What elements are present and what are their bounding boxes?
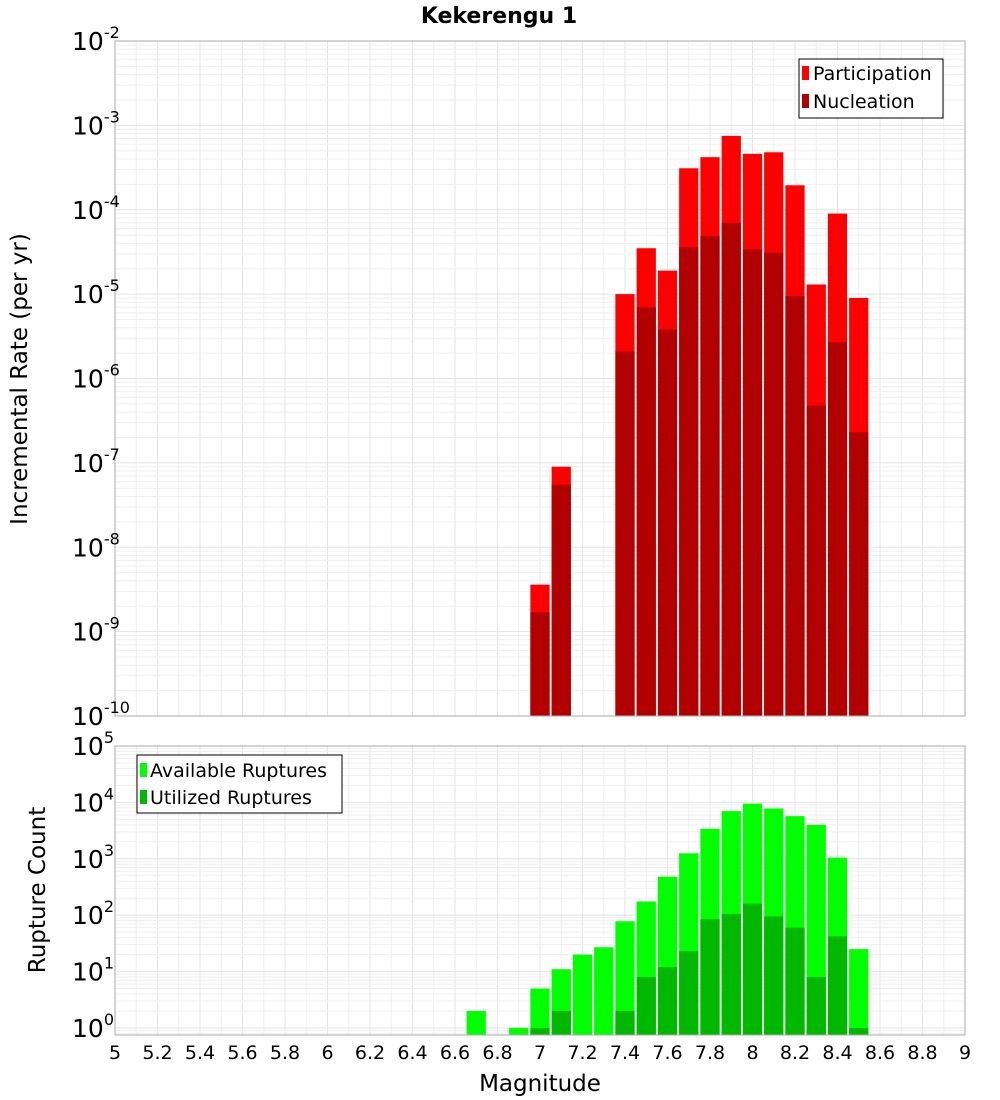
bar-nucleation bbox=[700, 235, 720, 716]
bar-utilized-ruptures bbox=[742, 903, 763, 1035]
top-chart-frame bbox=[114, 40, 966, 717]
y-tick-label: 10-9 bbox=[72, 614, 120, 647]
bar-utilized-ruptures bbox=[785, 927, 805, 1035]
bottom-chart-frame bbox=[114, 745, 966, 1036]
legend-swatch-nucleation bbox=[802, 94, 809, 108]
bar-utilized-ruptures bbox=[636, 977, 656, 1035]
y-tick-label: 105 bbox=[72, 728, 114, 761]
x-tick-label: 7.4 bbox=[610, 1042, 640, 1064]
top-chart: Kekerengu 1 10-10 10-9 10-8 10-7 10-6 10-5 10-… bbox=[7, 4, 966, 731]
bar-nucleation bbox=[806, 405, 826, 716]
bottom-legend-box bbox=[136, 754, 343, 814]
bar-nucleation bbox=[530, 612, 550, 716]
bottom-chart-bars bbox=[466, 803, 869, 1035]
bar-nucleation bbox=[679, 247, 699, 716]
y-tick-label: 104 bbox=[72, 784, 114, 817]
x-tick-label: 6.4 bbox=[397, 1042, 427, 1064]
bar-available-ruptures bbox=[849, 949, 869, 1035]
y-tick-label: 102 bbox=[72, 897, 114, 930]
x-tick-label: 9 bbox=[959, 1042, 971, 1064]
bar-utilized-ruptures bbox=[530, 1027, 550, 1035]
y-tick-label: 10-8 bbox=[72, 529, 120, 562]
legend-label-utilized-ruptures: Utilized Ruptures bbox=[150, 787, 312, 809]
bar-utilized-ruptures bbox=[679, 951, 699, 1035]
bar-utilized-ruptures bbox=[849, 1027, 869, 1035]
y-tick-label: 100 bbox=[72, 1010, 114, 1043]
bar-utilized-ruptures bbox=[657, 967, 678, 1035]
legend-label-available-ruptures: Available Ruptures bbox=[150, 760, 327, 782]
legend-swatch-utilized-ruptures bbox=[140, 790, 147, 804]
bar-available-ruptures bbox=[572, 954, 593, 1035]
bar-utilized-ruptures bbox=[551, 1010, 571, 1035]
x-tick-label: 8 bbox=[746, 1042, 758, 1064]
bar-utilized-ruptures bbox=[827, 936, 848, 1035]
y-tick-label: 10-4 bbox=[72, 192, 120, 225]
bar-available-ruptures bbox=[530, 988, 550, 1035]
top-legend-box bbox=[798, 58, 944, 119]
x-tick-label: 6.2 bbox=[355, 1042, 385, 1064]
x-tick-label: 8.6 bbox=[865, 1042, 895, 1064]
bar-nucleation bbox=[742, 249, 763, 716]
bottom-chart: 100 101 102 103 104 105 5 5.2 5.4 5.6 5.8 6 6.2 6.4 6… bbox=[25, 728, 971, 1097]
x-tick-label: 7 bbox=[534, 1042, 546, 1064]
legend-label-participation: Participation bbox=[813, 63, 932, 85]
bar-available-ruptures bbox=[594, 947, 614, 1035]
bar-nucleation bbox=[721, 222, 741, 716]
y-tick-label: 10-7 bbox=[72, 445, 120, 478]
x-tick-label: 8.2 bbox=[780, 1042, 810, 1064]
bar-nucleation bbox=[785, 296, 805, 716]
x-tick-label: 5.4 bbox=[185, 1042, 215, 1064]
x-tick-label: 5.8 bbox=[270, 1042, 300, 1064]
bar-available-ruptures bbox=[466, 1010, 486, 1035]
bar-utilized-ruptures bbox=[700, 919, 720, 1035]
x-tick-label: 7.8 bbox=[695, 1042, 725, 1064]
y-tick-label: 10-3 bbox=[72, 107, 120, 140]
bar-utilized-ruptures bbox=[764, 916, 784, 1035]
bar-available-ruptures bbox=[509, 1027, 529, 1035]
legend-swatch-participation bbox=[802, 66, 809, 80]
x-tick-label: 7.2 bbox=[567, 1042, 597, 1064]
y-tick-label: 10-2 bbox=[72, 23, 120, 56]
chart-title: Kekerengu 1 bbox=[421, 4, 577, 29]
bar-nucleation bbox=[615, 351, 635, 716]
x-tick-label: 5 bbox=[109, 1042, 121, 1064]
bar-nucleation bbox=[551, 484, 571, 716]
x-tick-label: 6.6 bbox=[440, 1042, 470, 1064]
y-tick-label: 101 bbox=[72, 954, 114, 987]
bar-nucleation bbox=[849, 432, 869, 716]
legend-swatch-available-ruptures bbox=[140, 763, 147, 777]
x-tick-label: 5.6 bbox=[227, 1042, 257, 1064]
bar-nucleation bbox=[764, 252, 784, 716]
bar-utilized-ruptures bbox=[615, 1010, 635, 1035]
y-tick-label: 10-10 bbox=[72, 698, 130, 731]
bottom-chart-y-tick-labels: 100 101 102 103 104 105 bbox=[72, 728, 114, 1043]
x-tick-label: 8.8 bbox=[907, 1042, 937, 1064]
x-tick-label: 6.8 bbox=[482, 1042, 512, 1064]
top-chart-grid bbox=[114, 40, 966, 717]
bar-available-ruptures bbox=[615, 921, 635, 1035]
bottom-y-axis-label: Rupture Count bbox=[25, 807, 51, 973]
x-tick-label: 7.6 bbox=[652, 1042, 682, 1064]
bar-utilized-ruptures bbox=[721, 913, 741, 1035]
top-chart-bars bbox=[530, 135, 869, 717]
y-tick-label: 103 bbox=[72, 841, 114, 874]
bar-nucleation bbox=[657, 329, 678, 716]
bottom-legend: Available Ruptures Utilized Ruptures bbox=[136, 754, 343, 814]
x-tick-label: 5.2 bbox=[142, 1042, 172, 1064]
legend-label-nucleation: Nucleation bbox=[813, 91, 915, 113]
bar-utilized-ruptures bbox=[806, 977, 826, 1035]
x-axis-label: Magnitude bbox=[479, 1071, 601, 1097]
y-tick-label: 10-6 bbox=[72, 361, 120, 394]
y-tick-label: 10-5 bbox=[72, 276, 120, 309]
bar-nucleation bbox=[636, 307, 656, 716]
bar-nucleation bbox=[827, 342, 848, 716]
x-tick-label: 8.4 bbox=[822, 1042, 852, 1064]
top-y-axis-label: Incremental Rate (per yr) bbox=[7, 233, 33, 525]
x-tick-label: 6 bbox=[321, 1042, 333, 1064]
x-axis-tick-labels: 5 5.2 5.4 5.6 5.8 6 6.2 6.4 6.6 6.8 7 7.2 7.4 7.6 7.8 8… bbox=[109, 1042, 971, 1064]
top-legend: Participation Nucleation bbox=[798, 58, 944, 119]
